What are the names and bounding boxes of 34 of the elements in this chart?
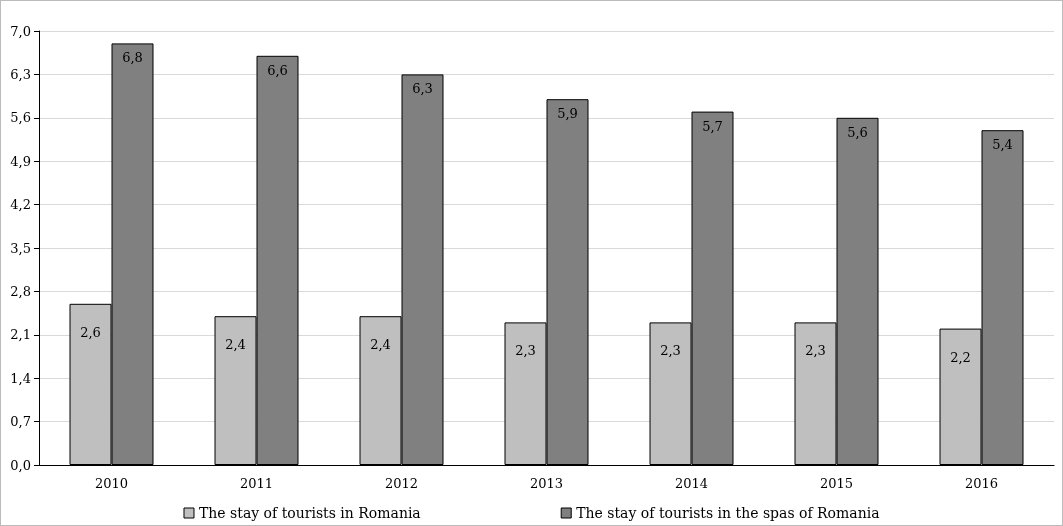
x-tick-label: 2010 bbox=[94, 476, 129, 491]
y-tick-label: 4,9 bbox=[10, 153, 31, 169]
data-label: 2,3 bbox=[660, 343, 681, 359]
data-label: 2,3 bbox=[515, 343, 536, 359]
data-label: 2,4 bbox=[225, 337, 246, 353]
x-tick-label: 2014 bbox=[674, 476, 709, 491]
data-label: 5,7 bbox=[702, 118, 723, 134]
y-tick-label: 4,2 bbox=[10, 197, 31, 213]
data-label: 2,3 bbox=[805, 343, 826, 359]
data-label: 5,6 bbox=[847, 124, 868, 140]
legend-label: The stay of tourists in the spas of Romania bbox=[576, 505, 880, 521]
y-tick-label: 2,1 bbox=[10, 327, 31, 343]
y-tick-label: 3,5 bbox=[10, 240, 31, 256]
x-tick-label: 2016 bbox=[964, 476, 999, 491]
x-tick-label: 2011 bbox=[239, 476, 274, 491]
y-tick-label: 5,6 bbox=[10, 110, 31, 126]
y-tick-label: 7,0 bbox=[10, 23, 31, 39]
y-tick-label: 0,7 bbox=[10, 414, 31, 430]
data-label: 2,4 bbox=[370, 337, 391, 353]
y-tick-label: 0,0 bbox=[10, 457, 31, 473]
data-label: 5,9 bbox=[557, 106, 578, 122]
x-tick-label: 2013 bbox=[529, 476, 564, 491]
x-tick-label: 2012 bbox=[384, 476, 419, 491]
data-label: 6,8 bbox=[122, 50, 143, 66]
x-tick-label: 2015 bbox=[819, 476, 854, 491]
data-label: 5,4 bbox=[992, 137, 1013, 153]
y-tick-label: 6,3 bbox=[10, 66, 31, 82]
y-tick-label: 1,4 bbox=[10, 370, 31, 386]
data-label: 2,6 bbox=[80, 324, 101, 340]
data-label: 6,6 bbox=[267, 62, 288, 78]
legend-label: The stay of tourists in Romania bbox=[198, 505, 421, 521]
data-label: 2,2 bbox=[950, 349, 971, 365]
y-tick-label: 2,8 bbox=[10, 283, 31, 299]
data-label: 6,3 bbox=[412, 81, 433, 97]
